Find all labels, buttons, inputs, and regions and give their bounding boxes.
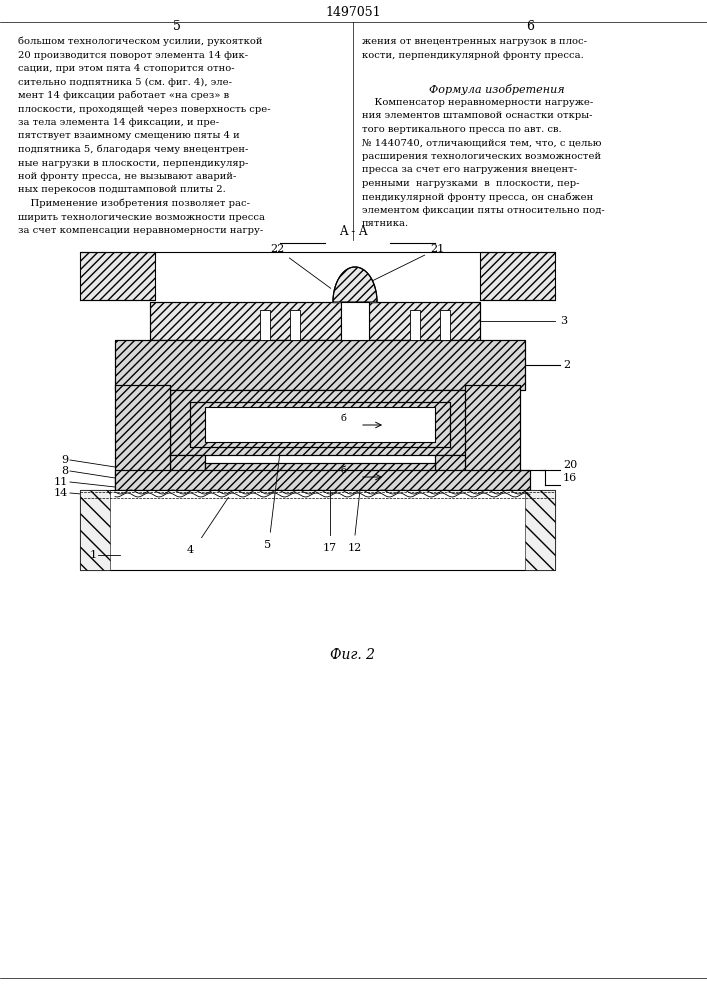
Text: пятника.: пятника. (362, 219, 409, 228)
Text: 1497051: 1497051 (326, 5, 381, 18)
Bar (115, 385, 170, 490)
Text: 14: 14 (54, 488, 68, 498)
Text: подпятника 5, благодаря чему внецентрен-: подпятника 5, благодаря чему внецентрен- (18, 145, 248, 154)
Text: Формула изобретения: Формула изобретения (415, 84, 565, 95)
Text: б: б (340, 466, 346, 475)
Text: ной фронту пресса, не вызывают аварий-: ной фронту пресса, не вызывают аварий- (18, 172, 236, 181)
Bar (435, 455, 470, 480)
Text: за счет компенсации неравномерности нагру-: за счет компенсации неравномерности нагр… (18, 226, 263, 235)
Text: жения от внецентренных нагрузок в плос-: жения от внецентренных нагрузок в плос- (362, 37, 587, 46)
Text: за тела элемента 14 фиксации, и пре-: за тела элемента 14 фиксации, и пре- (18, 118, 219, 127)
Bar (170, 390, 470, 455)
Text: 22: 22 (270, 244, 331, 288)
Bar (115, 470, 530, 490)
Bar (190, 402, 450, 447)
Text: мент 14 фиксации работает «на срез» в: мент 14 фиксации работает «на срез» в (18, 91, 229, 101)
Text: 20: 20 (563, 460, 577, 470)
Bar (205, 463, 435, 475)
Text: ния элементов штамповой оснастки откры-: ния элементов штамповой оснастки откры- (362, 111, 592, 120)
Bar (440, 310, 450, 340)
Bar (410, 310, 420, 340)
Text: большом технологическом усилии, рукояткой: большом технологическом усилии, рукоятко… (18, 37, 262, 46)
Text: сации, при этом пята 4 стопорится отно-: сации, при этом пята 4 стопорится отно- (18, 64, 235, 73)
Bar (215, 473, 425, 485)
Text: кости, перпендикулярной фронту пресса.: кости, перпендикулярной фронту пресса. (362, 50, 584, 60)
Text: ширить технологические возможности пресса: ширить технологические возможности пресс… (18, 213, 265, 222)
Text: 1: 1 (90, 550, 97, 560)
Bar (80, 252, 155, 300)
Text: ные нагрузки в плоскости, перпендикуляр-: ные нагрузки в плоскости, перпендикуляр- (18, 158, 248, 167)
Text: 5: 5 (173, 20, 181, 33)
Text: 3: 3 (560, 316, 567, 326)
Text: 4: 4 (187, 545, 194, 555)
Text: того вертикального пресса по авт. св.: того вертикального пресса по авт. св. (362, 125, 561, 134)
Bar (215, 473, 425, 485)
Bar (170, 455, 205, 480)
Polygon shape (333, 267, 377, 302)
Text: A - A: A - A (339, 225, 367, 238)
Bar (435, 455, 470, 480)
Text: пресса за счет его нагружения внецент-: пресса за счет его нагружения внецент- (362, 165, 577, 174)
Bar (115, 470, 530, 490)
Bar (150, 302, 480, 340)
Bar (190, 402, 450, 447)
Text: 8: 8 (61, 466, 68, 476)
Text: ренными  нагрузками  в  плоскости, пер-: ренными нагрузками в плоскости, пер- (362, 179, 580, 188)
Text: ных перекосов подштамповой плиты 2.: ных перекосов подштамповой плиты 2. (18, 186, 226, 194)
Bar (465, 385, 520, 490)
Text: б: б (340, 414, 346, 423)
Bar (290, 310, 300, 340)
Text: 9: 9 (61, 455, 68, 465)
Bar (341, 302, 369, 340)
Bar (115, 340, 525, 390)
Bar (205, 407, 435, 442)
Bar (341, 302, 369, 340)
Text: 20 производится поворот элемента 14 фик-: 20 производится поворот элемента 14 фик- (18, 50, 248, 60)
Bar (260, 310, 270, 340)
Text: 12: 12 (348, 543, 362, 553)
Bar (150, 302, 480, 340)
Bar (525, 490, 555, 570)
Text: 16: 16 (563, 473, 577, 483)
Text: № 1440740, отличающийся тем, что, с целью: № 1440740, отличающийся тем, что, с цель… (362, 138, 602, 147)
Bar (465, 385, 520, 490)
Text: 5: 5 (264, 540, 271, 550)
Text: Компенсатор неравномерности нагруже-: Компенсатор неравномерности нагруже- (362, 98, 593, 107)
Text: плоскости, проходящей через поверхность сре-: плоскости, проходящей через поверхность … (18, 104, 271, 113)
Bar (205, 463, 435, 475)
Text: Фиг. 2: Фиг. 2 (330, 648, 375, 662)
Bar (115, 385, 170, 490)
Bar (80, 490, 555, 570)
Bar (480, 252, 555, 300)
Text: расширения технологических возможностей: расширения технологических возможностей (362, 152, 601, 161)
Bar (80, 490, 110, 570)
Text: 17: 17 (323, 543, 337, 553)
Text: элементом фиксации пяты относительно под-: элементом фиксации пяты относительно под… (362, 206, 604, 215)
Text: 6: 6 (526, 20, 534, 33)
Text: пендикулярной фронту пресса, он снабжен: пендикулярной фронту пресса, он снабжен (362, 192, 593, 202)
Text: 11: 11 (54, 477, 68, 487)
Bar (170, 390, 470, 455)
Bar (170, 455, 205, 480)
Text: сительно подпятника 5 (см. фиг. 4), эле-: сительно подпятника 5 (см. фиг. 4), эле- (18, 78, 232, 87)
Text: 21: 21 (373, 244, 444, 281)
Text: пятствует взаимному смещению пяты 4 и: пятствует взаимному смещению пяты 4 и (18, 131, 240, 140)
Text: 2: 2 (563, 360, 570, 370)
Bar (115, 340, 525, 390)
Text: Применение изобретения позволяет рас-: Применение изобретения позволяет рас- (18, 199, 250, 209)
